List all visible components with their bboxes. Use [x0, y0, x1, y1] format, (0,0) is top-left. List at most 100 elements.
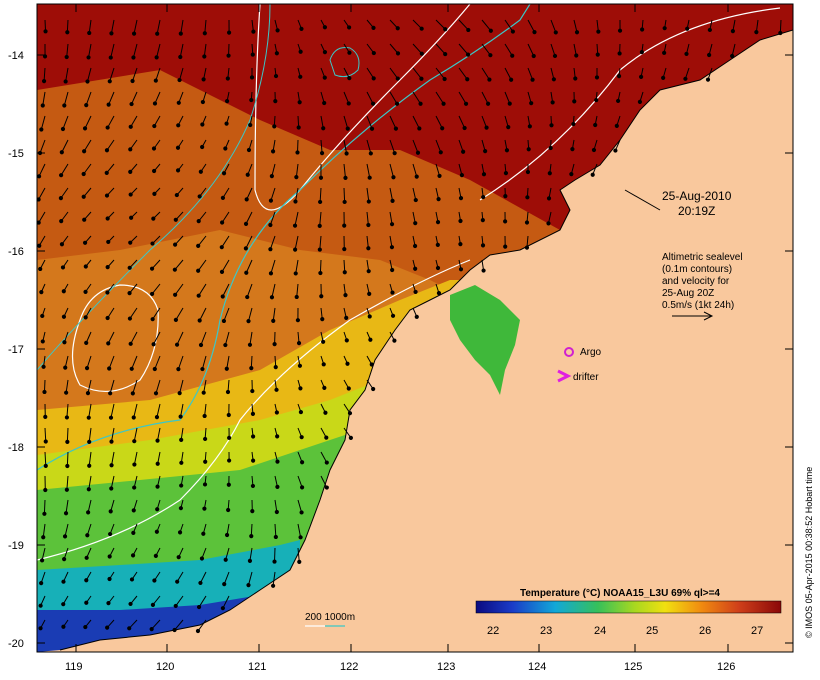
velocity-arrow-head [754, 30, 759, 35]
velocity-arrow-head [109, 31, 114, 36]
velocity-arrow-head [441, 101, 446, 106]
velocity-arrow [249, 547, 253, 561]
velocity-arrow-head [198, 169, 203, 174]
velocity-arrow-head [551, 77, 556, 82]
velocity-arrow-head [132, 462, 137, 467]
velocity-arrow [550, 43, 556, 57]
velocity-arrow-head [300, 460, 305, 465]
velocity-arrow-head [63, 365, 68, 370]
velocity-arrow [88, 19, 92, 34]
velocity-arrow-head [465, 52, 471, 57]
velocity-arrow-head [342, 270, 347, 275]
drifter-label: drifter [573, 372, 599, 383]
velocity-arrow-head [82, 149, 87, 154]
velocity-arrow-head [221, 171, 227, 176]
velocity-arrow-head [155, 461, 160, 466]
velocity-arrow-head [107, 79, 112, 84]
velocity-arrow-head [130, 78, 135, 84]
velocity-arrow-head [82, 217, 87, 222]
velocity-arrow-head [150, 291, 155, 297]
velocity-arrow-head [274, 410, 279, 415]
velocity-arrow-head [324, 435, 329, 440]
velocity-arrow-head [298, 49, 303, 54]
velocity-arrow-head [299, 26, 304, 31]
velocity-arrow-head [481, 172, 487, 177]
velocity-arrow-head [369, 126, 375, 131]
velocity-arrow-head [344, 338, 349, 343]
velocity-arrow [152, 307, 161, 320]
velocity-arrow-head [196, 219, 201, 224]
velocity-arrow-head [105, 265, 110, 270]
velocity-arrow-head [225, 389, 231, 395]
velocity-arrow-head [179, 483, 184, 488]
velocity-arrow [366, 211, 369, 226]
velocity-arrow-head [342, 223, 347, 228]
velocity-arrow-head [172, 627, 177, 633]
velocity-arrow-head [104, 148, 110, 153]
velocity-arrow [366, 139, 372, 154]
velocity-arrow-head [201, 77, 206, 82]
velocity-arrow-head [572, 99, 577, 104]
velocity-arrow-head [151, 146, 157, 151]
velocity-arrow-head [129, 366, 134, 371]
lat-label: -17 [8, 344, 24, 356]
velocity-arrow-head [347, 411, 353, 416]
velocity-arrow [132, 43, 138, 58]
velocity-arrow [435, 115, 443, 129]
velocity-arrow-head [220, 220, 225, 225]
velocity-arrow-head [85, 533, 90, 538]
velocity-arrow-head [179, 460, 184, 465]
velocity-arrow [223, 571, 230, 585]
velocity-arrow-head [594, 97, 599, 103]
velocity-arrow-head [62, 557, 67, 562]
velocity-arrow-head [571, 121, 576, 127]
velocity-arrow [83, 139, 92, 152]
velocity-arrow-head [730, 28, 735, 34]
drifter-marker [557, 369, 572, 383]
velocity-arrow-head [299, 435, 304, 440]
velocity-arrow-head [42, 54, 48, 59]
velocity-arrow-head [200, 122, 205, 127]
velocity-arrow-head [526, 147, 531, 152]
velocity-arrow [435, 43, 446, 55]
velocity-arrow-head [128, 240, 133, 245]
velocity-arrow-head [177, 390, 182, 396]
velocity-arrow-head [132, 485, 137, 490]
scale-arrow-head [703, 311, 714, 321]
velocity-arrow [199, 307, 207, 321]
lon-label: 124 [528, 661, 546, 673]
velocity-arrow-head [60, 265, 66, 270]
velocity-arrow-head [130, 391, 135, 396]
velocity-arrow-head [438, 150, 443, 155]
velocity-arrow [133, 19, 138, 34]
velocity-arrow-head [393, 126, 399, 131]
velocity-arrow-head [435, 219, 441, 225]
velocity-arrow [108, 91, 115, 105]
velocity-arrow-head [244, 197, 249, 202]
velocity-arrow-head [41, 79, 47, 84]
velocity-arrow [204, 19, 207, 34]
velocity-arrow-head [109, 439, 114, 444]
velocity-arrow-head [173, 292, 178, 297]
velocity-arrow-head [371, 76, 376, 81]
velocity-arrow [297, 523, 302, 538]
velocity-arrow-head [546, 196, 552, 201]
velocity-arrow-head [273, 73, 279, 79]
velocity-arrow-head [594, 75, 600, 80]
velocity-arrow-head [616, 98, 621, 104]
velocity-arrow-head [172, 267, 177, 272]
legend-line-3: and velocity for [662, 276, 730, 287]
velocity-arrow [412, 43, 423, 55]
velocity-arrow-head [59, 242, 65, 247]
bathy-legend-label: 200 1000m [305, 612, 355, 623]
colorbar-tick: 22 [487, 625, 499, 637]
velocity-arrow-head [616, 74, 622, 79]
velocity-arrow-head [412, 243, 418, 249]
velocity-arrow-head [149, 626, 154, 632]
velocity-arrow-head [392, 151, 397, 156]
velocity-arrow [44, 427, 47, 442]
velocity-arrow-head [573, 76, 578, 81]
velocity-arrow [151, 283, 161, 295]
velocity-arrow-head [547, 171, 552, 176]
velocity-arrow-head [345, 361, 350, 366]
